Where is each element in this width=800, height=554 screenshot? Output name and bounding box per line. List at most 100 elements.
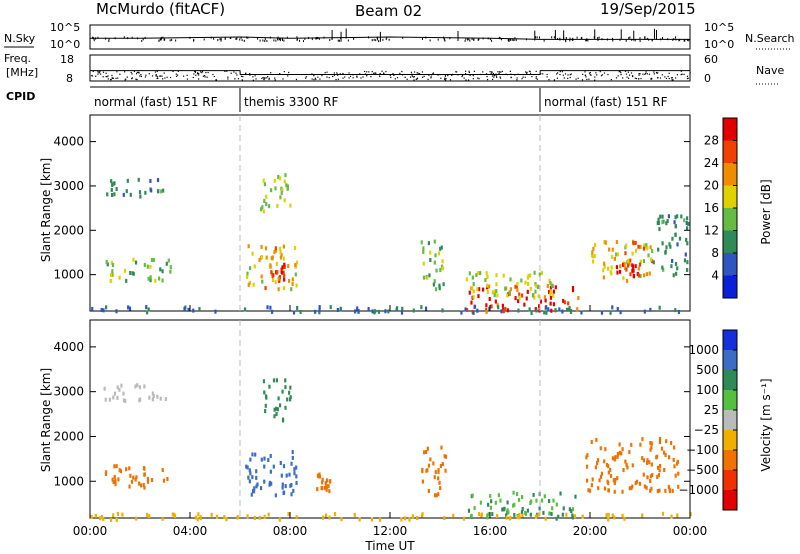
- heatmap-cell: [281, 270, 284, 275]
- power-cells: [91, 173, 690, 315]
- nave-dot: [344, 76, 346, 78]
- velocity-colorbar-segment: [723, 390, 737, 410]
- heatmap-cell: [491, 290, 494, 295]
- power-colorbar-tick-label: 4: [711, 269, 719, 283]
- nave-dot: [464, 73, 467, 75]
- heatmap-cell: [278, 517, 281, 522]
- heatmap-cell: [642, 472, 645, 477]
- heatmap-cell: [680, 214, 683, 219]
- heatmap-cell: [611, 254, 614, 259]
- heatmap-cell: [264, 394, 268, 399]
- nave-dot: [584, 71, 586, 73]
- nave-dot: [630, 72, 633, 74]
- velocity-colorbar-tick-label: 1000: [688, 343, 719, 357]
- heatmap-cell: [502, 273, 505, 278]
- heatmap-cell: [515, 284, 518, 289]
- heatmap-cell: [571, 288, 575, 293]
- heatmap-cell: [271, 309, 274, 314]
- nave-dot: [270, 72, 272, 74]
- heatmap-cell: [611, 247, 614, 252]
- nave-dot: [416, 77, 419, 79]
- heatmap-cell: [480, 512, 484, 517]
- nave-dot: [496, 76, 498, 78]
- heatmap-cell: [535, 283, 538, 288]
- heatmap-cell: [520, 278, 523, 283]
- nave-dot: [569, 76, 571, 79]
- heatmap-cell: [433, 239, 436, 244]
- heatmap-cell: [152, 394, 155, 399]
- heatmap-cell: [318, 305, 321, 310]
- heatmap-cell: [637, 244, 640, 249]
- heatmap-cell: [115, 517, 118, 522]
- heatmap-cell: [126, 178, 129, 183]
- nave-dot: [569, 74, 571, 76]
- nave-dot: [107, 78, 109, 80]
- heatmap-cell: [441, 308, 444, 313]
- heatmap-cell: [143, 485, 146, 490]
- heatmap-cell: [160, 189, 163, 194]
- heatmap-cell: [529, 501, 532, 506]
- nave-dot: [526, 71, 528, 74]
- heatmap-cell: [489, 494, 492, 499]
- heatmap-cell: [518, 512, 521, 517]
- nave-dot: [370, 73, 373, 76]
- heatmap-cell: [295, 474, 298, 479]
- heatmap-cell: [529, 512, 532, 517]
- x-tick-label: 08:00: [273, 524, 308, 538]
- nave-dot: [670, 77, 673, 79]
- heatmap-cell: [618, 269, 622, 274]
- heatmap-cell: [585, 455, 588, 460]
- heatmap-cell: [609, 310, 612, 315]
- heatmap-cell: [506, 500, 509, 505]
- heatmap-cell: [159, 267, 162, 272]
- velocity-colorbar-segment: [723, 450, 737, 470]
- time-x-axis: 00:00 04:00 08:00 12:00 16:00 20:00 00:00: [73, 305, 707, 538]
- heatmap-cell: [590, 439, 593, 444]
- heatmap-cell: [675, 271, 678, 276]
- heatmap-cell: [657, 247, 660, 252]
- heatmap-cell: [167, 258, 170, 263]
- heatmap-cell: [318, 474, 321, 479]
- heatmap-cell: [294, 262, 297, 267]
- heatmap-cell: [658, 305, 661, 310]
- heatmap-cell: [400, 517, 403, 522]
- nave-dot: [151, 75, 154, 77]
- heatmap-cell: [543, 295, 546, 300]
- nave-dot: [233, 71, 235, 73]
- nave-dot: [126, 76, 128, 78]
- heatmap-cell: [639, 442, 642, 447]
- heatmap-cell: [608, 247, 611, 252]
- nave-dot: [529, 71, 531, 73]
- nave-dot: [620, 73, 622, 76]
- heatmap-cell: [509, 287, 513, 292]
- nave-dot: [159, 75, 161, 77]
- heatmap-cell: [557, 514, 560, 519]
- heatmap-cell: [677, 471, 680, 476]
- nave-dot: [416, 72, 418, 74]
- nave-dot: [415, 78, 417, 80]
- nave-dot: [486, 75, 488, 78]
- nave-dot: [529, 73, 532, 75]
- heatmap-cell: [607, 266, 610, 271]
- heatmap-cell: [289, 483, 292, 488]
- nave-dot: [430, 74, 433, 76]
- heatmap-cell: [646, 475, 649, 480]
- heatmap-cell: [215, 514, 219, 519]
- nave-dot: [482, 71, 484, 73]
- heatmap-cell: [603, 459, 606, 464]
- heatmap-cell: [110, 260, 114, 265]
- heatmap-cell: [618, 450, 622, 455]
- heatmap-cell: [588, 488, 592, 493]
- heatmap-cell: [652, 260, 655, 265]
- nave-dot: [156, 76, 159, 78]
- heatmap-cell: [650, 445, 653, 450]
- heatmap-cell: [611, 513, 614, 518]
- power-colorbar-tick-label: 20: [704, 179, 719, 193]
- nave-dot: [162, 78, 164, 80]
- heatmap-cell: [497, 493, 501, 498]
- heatmap-cell: [325, 478, 329, 483]
- heatmap-cell: [536, 512, 539, 517]
- heatmap-cell: [279, 195, 282, 200]
- velocity-colorbar-segment: [723, 370, 737, 390]
- heatmap-cell: [291, 282, 294, 287]
